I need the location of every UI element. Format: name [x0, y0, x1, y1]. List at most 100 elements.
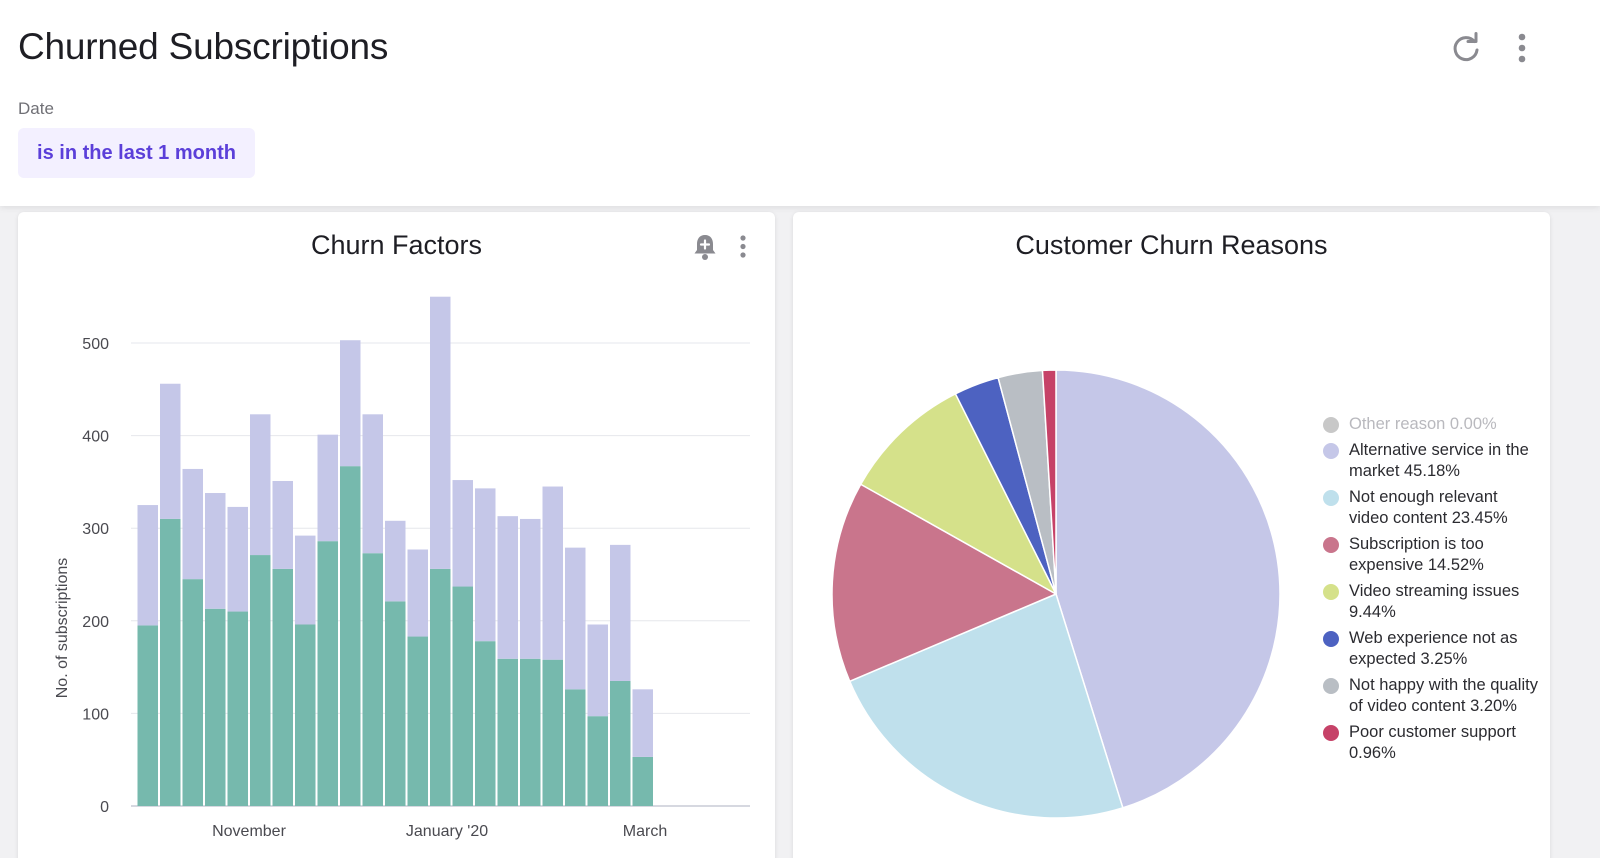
bar-segment-secondary[interactable] [160, 383, 181, 519]
bar-segment-primary[interactable] [565, 689, 586, 806]
bar-segment-primary[interactable] [205, 608, 226, 806]
legend-item[interactable]: Video streaming issues 9.44% [1321, 581, 1541, 624]
bar-segment-primary[interactable] [430, 568, 451, 806]
legend-item[interactable]: Web experience not as expected 3.25% [1321, 628, 1541, 671]
bar-segment-secondary[interactable] [385, 520, 406, 602]
y-tick-label: 400 [82, 429, 109, 446]
bar-segment-secondary[interactable] [632, 689, 654, 757]
bar-segment-primary[interactable] [137, 625, 159, 806]
legend-item[interactable]: Not enough relevant video content 23.45% [1321, 487, 1541, 530]
x-tick-label: November [212, 823, 286, 840]
page-title: Churned Subscriptions [18, 26, 389, 67]
churn-reasons-card: Customer Churn Reasons Other reason 0.00… [793, 212, 1550, 858]
bar-segment-secondary[interactable] [542, 486, 564, 660]
legend-swatch [1323, 417, 1339, 433]
pie-slice[interactable] [848, 593, 1124, 819]
pie-slice[interactable] [859, 393, 1057, 595]
legend-item[interactable]: Poor customer support 0.96% [1321, 722, 1541, 765]
y-tick-label: 500 [82, 336, 109, 353]
legend-label: Web experience not as expected 3.25% [1349, 628, 1518, 669]
bar-segment-primary[interactable] [250, 555, 271, 806]
y-tick-label: 0 [100, 799, 109, 816]
refresh-icon[interactable] [1448, 30, 1484, 66]
legend-label: Subscription is too expensive 14.52% [1349, 534, 1484, 575]
bar-segment-secondary[interactable] [227, 506, 249, 612]
pie-slice[interactable] [1041, 369, 1057, 595]
bar-segment-secondary[interactable] [452, 480, 474, 587]
bar-segment-secondary[interactable] [362, 414, 384, 554]
bar-segment-primary[interactable] [362, 553, 384, 806]
date-filter-chip[interactable]: is in the last 1 month [18, 128, 255, 178]
bar-segment-primary[interactable] [542, 659, 564, 806]
bar-segment-secondary[interactable] [340, 340, 361, 467]
bar-segment-secondary[interactable] [295, 535, 316, 625]
bar-segment-primary[interactable] [475, 641, 496, 806]
bell-plus-icon[interactable] [692, 233, 718, 261]
pie-slice[interactable] [831, 483, 1057, 683]
y-axis-label: No. of subscriptions [54, 558, 71, 699]
x-tick-label: January '20 [406, 823, 488, 840]
legend-swatch [1323, 630, 1339, 647]
more-vertical-icon[interactable] [1510, 30, 1534, 66]
y-tick-label: 200 [82, 614, 109, 631]
bar-segment-primary[interactable] [610, 680, 631, 806]
legend-label: Not happy with the quality of video cont… [1349, 675, 1538, 716]
bar-segment-primary[interactable] [497, 658, 519, 806]
legend-swatch [1323, 724, 1339, 741]
bar-segment-primary[interactable] [520, 658, 541, 806]
card-title-churn-factors: Churn Factors [310, 230, 483, 260]
legend-swatch [1323, 583, 1339, 600]
bar-segment-primary[interactable] [227, 611, 249, 806]
bar-segment-primary[interactable] [272, 568, 294, 806]
bar-segment-secondary[interactable] [497, 516, 519, 659]
bar-segment-primary[interactable] [295, 624, 316, 806]
bar-segment-primary[interactable] [407, 636, 429, 806]
bar-segment-primary[interactable] [340, 466, 361, 806]
legend-label: Poor customer support 0.96% [1349, 722, 1516, 763]
legend-item[interactable]: Other reason 0.00% [1321, 414, 1541, 436]
legend-item[interactable]: Not happy with the quality of video cont… [1321, 675, 1541, 718]
bar-segment-secondary[interactable] [520, 518, 541, 659]
legend-label: Video streaming issues 9.44% [1349, 581, 1520, 622]
bar-segment-primary[interactable] [317, 541, 339, 806]
bar-segment-secondary[interactable] [430, 296, 451, 569]
bar-segment-primary[interactable] [587, 716, 609, 806]
y-tick-label: 300 [82, 521, 109, 538]
bar-segment-primary[interactable] [452, 586, 474, 806]
x-tick-label: March [623, 823, 667, 840]
bar-segment-secondary[interactable] [565, 547, 586, 690]
y-tick-label: 100 [82, 706, 109, 723]
legend-swatch [1323, 677, 1339, 694]
legend-swatch [1323, 536, 1339, 553]
bar-segment-secondary[interactable] [137, 505, 159, 626]
bar-segment-primary[interactable] [160, 518, 181, 806]
churn-factors-card: Churn Factors 0 100 200 300 400 500 November Ja… [18, 212, 775, 858]
bar-segment-secondary[interactable] [587, 624, 609, 717]
legend-label: Other reason 0.00% [1349, 415, 1497, 433]
legend-label: Not enough relevant video content 23.45% [1349, 487, 1508, 528]
legend-label: Alternative service in the market 45.18% [1349, 440, 1529, 481]
bar-segment-secondary[interactable] [250, 414, 271, 556]
legend-item[interactable]: Subscription is too expensive 14.52% [1321, 534, 1541, 577]
card-title-churn-reasons: Customer Churn Reasons [1015, 230, 1328, 260]
bar-segment-primary[interactable] [632, 756, 654, 806]
more-vertical-icon[interactable] [734, 233, 752, 261]
legend-item[interactable]: Alternative service in the market 45.18% [1321, 440, 1541, 483]
pie-slice[interactable] [1055, 369, 1281, 809]
bar-segment-secondary[interactable] [205, 493, 226, 609]
churn-reasons-pie [831, 369, 1281, 819]
bar-segment-primary[interactable] [385, 601, 406, 806]
bar-segment-secondary[interactable] [475, 488, 496, 642]
legend-swatch [1323, 489, 1339, 506]
date-filter-label: Date [18, 99, 54, 118]
bar-segment-secondary[interactable] [182, 468, 204, 580]
bar-segment-secondary[interactable] [610, 544, 631, 681]
churn-factors-chart: 0 100 200 300 400 500 November January '20 March… [54, 296, 750, 840]
bar-segment-secondary[interactable] [272, 480, 294, 569]
bar-segment-secondary[interactable] [407, 549, 429, 637]
bar-segment-secondary[interactable] [317, 434, 339, 542]
pie-legend: Other reason 0.00% Alternative service in… [1321, 414, 1541, 769]
dashboard-header: Churned Subscriptions Date is in the las… [0, 0, 1600, 206]
legend-swatch [1323, 442, 1339, 459]
bar-segment-primary[interactable] [182, 579, 204, 806]
